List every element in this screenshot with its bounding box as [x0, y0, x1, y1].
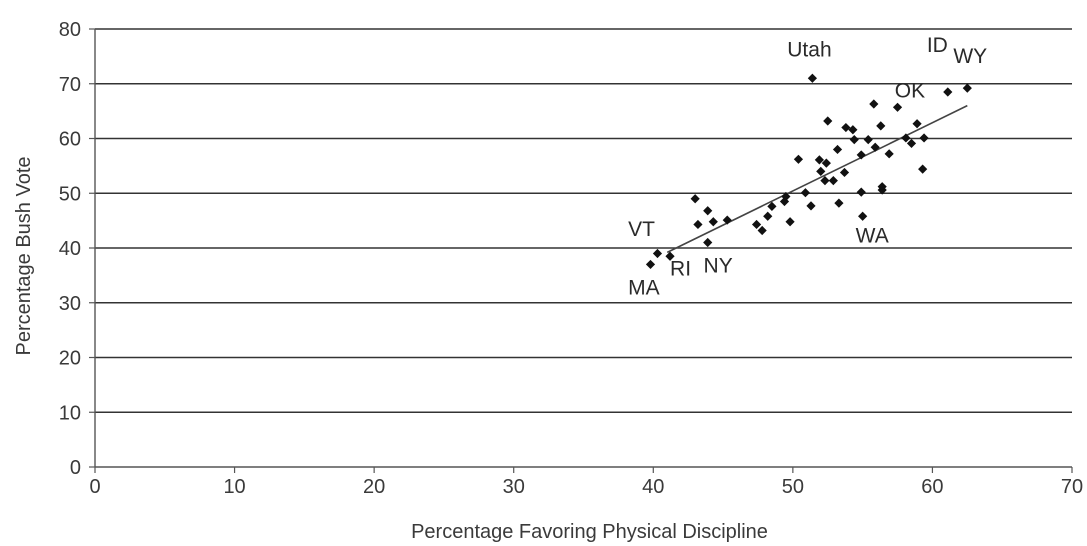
data-point: [807, 73, 817, 83]
data-point: [665, 251, 675, 261]
data-point: [785, 217, 795, 227]
data-point: [856, 150, 866, 160]
data-point: [901, 133, 911, 143]
annotation-label: Utah: [787, 38, 831, 61]
annotation-label: WA: [856, 225, 889, 248]
x-axis-title: Percentage Favoring Physical Discipline: [411, 521, 768, 543]
data-point: [912, 119, 922, 129]
annotation-label: MA: [628, 277, 660, 300]
data-point: [703, 206, 713, 216]
x-tick-label: 30: [503, 476, 525, 498]
data-point: [779, 196, 790, 207]
data-point: [919, 133, 929, 143]
x-tick-label: 50: [782, 476, 804, 498]
data-point: [870, 142, 880, 152]
data-point: [751, 219, 762, 230]
data-point: [884, 149, 894, 159]
data-point: [814, 155, 824, 165]
annotation-label: WY: [953, 45, 987, 68]
data-point: [820, 176, 830, 186]
data-point: [690, 194, 700, 204]
data-point: [793, 154, 804, 164]
data-points: [645, 73, 972, 270]
annotation-label: VT: [628, 218, 655, 241]
annotation-label: ID: [927, 34, 948, 57]
annotation-label: OK: [895, 79, 925, 102]
y-tick-label: 20: [59, 348, 81, 370]
y-tick-label: 10: [59, 402, 81, 424]
y-tick-label: 80: [59, 19, 81, 41]
data-point: [856, 187, 866, 197]
data-point: [763, 211, 773, 221]
data-point: [858, 211, 868, 221]
data-point: [863, 134, 873, 145]
data-point: [757, 225, 767, 236]
x-tick-label: 0: [89, 476, 100, 498]
x-tick-label: 70: [1061, 476, 1083, 498]
data-point: [821, 158, 831, 168]
data-point: [781, 191, 791, 202]
x-tick-label: 60: [921, 476, 943, 498]
data-point: [962, 83, 972, 93]
data-point: [828, 176, 838, 186]
data-point: [652, 248, 663, 259]
axes: [89, 28, 1073, 473]
x-tick-label: 20: [363, 476, 385, 498]
data-point: [722, 215, 732, 225]
y-tick-label: 0: [70, 457, 81, 479]
data-point: [693, 219, 703, 230]
y-tick-label: 50: [59, 183, 81, 205]
trend-line: [666, 104, 968, 254]
grid-lines: [95, 28, 1072, 413]
data-point: [816, 166, 826, 176]
state-annotations: Utah ID WY OK VT RI NY MA WA: [628, 34, 987, 300]
data-point: [906, 138, 917, 149]
data-point: [918, 164, 928, 174]
data-point: [848, 125, 858, 135]
data-point: [839, 167, 850, 178]
data-point: [841, 122, 851, 133]
y-tick-label: 70: [59, 74, 81, 96]
data-point: [800, 188, 811, 198]
data-point: [823, 116, 833, 126]
data-point: [892, 102, 903, 112]
data-point: [849, 134, 859, 145]
data-point: [645, 259, 656, 270]
data-point: [943, 87, 953, 97]
y-axis-title: Percentage Bush Vote: [13, 156, 35, 355]
data-point: [806, 201, 816, 211]
y-tick-label: 40: [59, 238, 81, 260]
y-tick-label: 60: [59, 129, 81, 151]
annotation-label: RI: [670, 257, 691, 280]
x-tick-label: 10: [223, 476, 245, 498]
y-tick-label: 30: [59, 293, 81, 315]
data-point: [832, 144, 843, 155]
data-point: [876, 121, 886, 131]
data-point: [708, 217, 718, 227]
data-point: [877, 182, 887, 192]
data-point: [767, 201, 777, 211]
data-point: [703, 237, 713, 248]
x-tick-label: 40: [642, 476, 664, 498]
tick-labels: 0 10 20 30 40 50 60 70 0 10 20 30 40 50 60 70 80: [59, 19, 1083, 498]
data-point: [834, 198, 844, 208]
annotation-label: NY: [704, 255, 733, 278]
data-point: [869, 99, 879, 109]
